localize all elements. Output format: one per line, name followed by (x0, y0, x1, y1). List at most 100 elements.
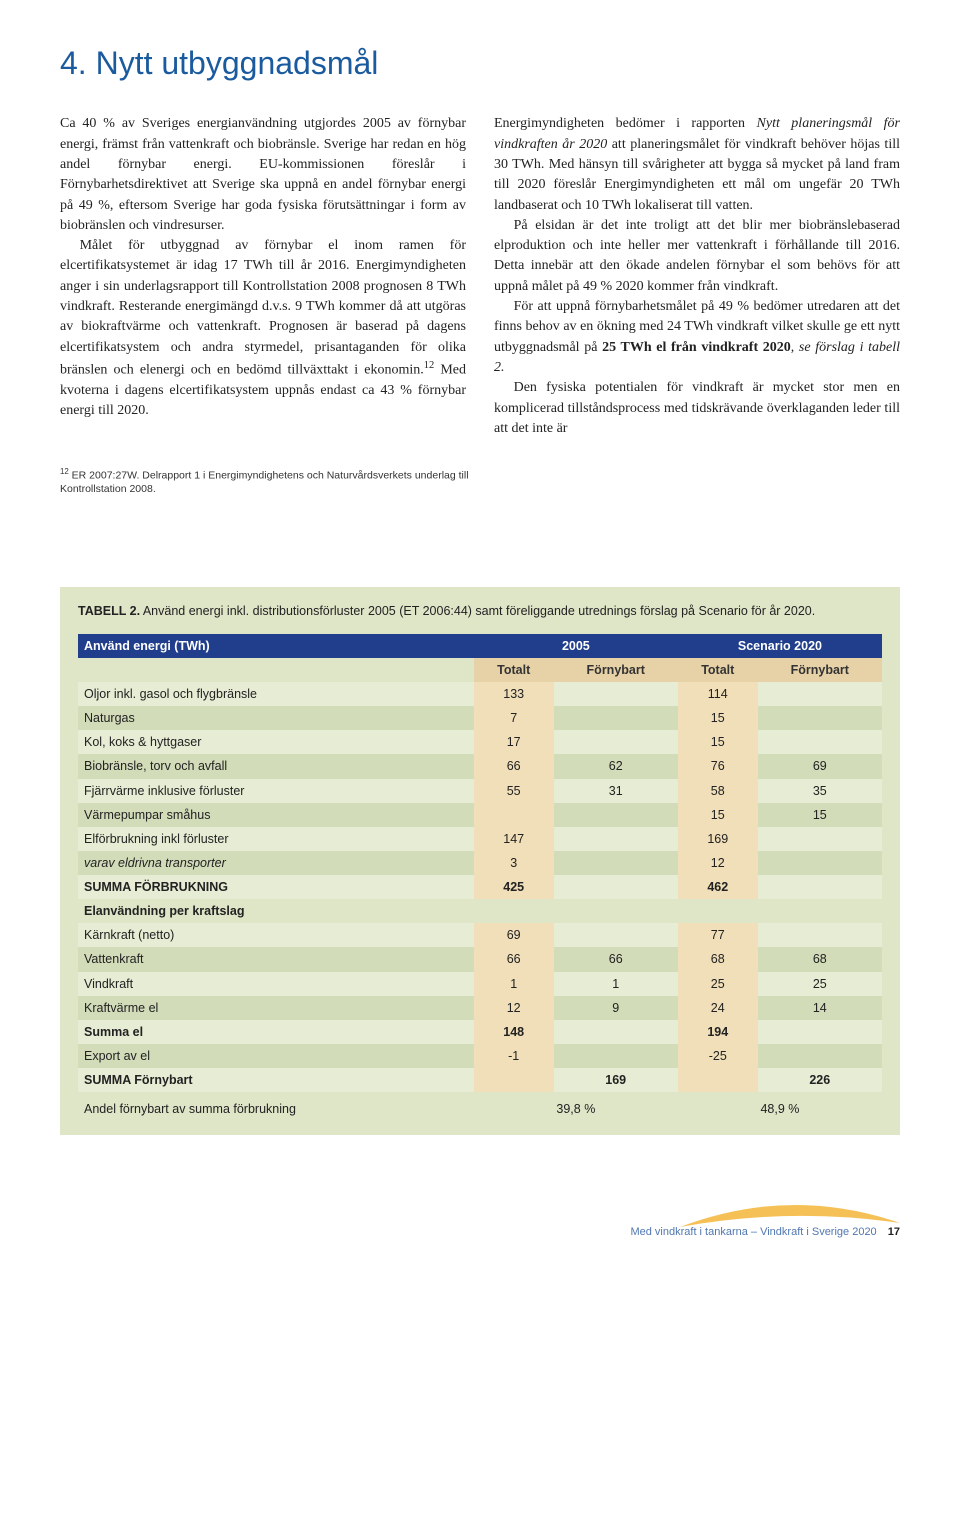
cell: 25 (678, 972, 758, 996)
header-year: Scenario 2020 (678, 634, 882, 658)
cell: 114 (678, 682, 758, 706)
cell: 194 (678, 1020, 758, 1044)
cell: 68 (758, 947, 882, 971)
row-label: varav eldrivna transporter (78, 851, 474, 875)
table-row: SUMMA Förnybart169226 (78, 1068, 882, 1092)
text: Energimyndigheten bedömer i rapporten (494, 116, 757, 131)
para: Energimyndigheten bedömer i rapporten Ny… (494, 114, 900, 215)
caption-text: Använd energi inkl. distributionsförlust… (140, 604, 815, 618)
cell (758, 827, 882, 851)
page-footer: Med vindkraft i tankarna – Vindkraft i S… (0, 1197, 960, 1247)
table-row: Kraftvärme el1292414 (78, 996, 882, 1020)
right-column: Energimyndigheten bedömer i rapporten Ny… (494, 114, 900, 439)
table-row: Värmepumpar småhus1515 (78, 803, 882, 827)
table-row: Elförbrukning inkl förluster147 169 (78, 827, 882, 851)
row-label: Fjärrvärme inklusive förluster (78, 779, 474, 803)
header-year: 2005 (474, 634, 678, 658)
row-label: Summa el (78, 1020, 474, 1044)
cell: 66 (474, 947, 554, 971)
header-label: Använd energi (TWh) (78, 634, 474, 658)
footer-text: Med vindkraft i tankarna – Vindkraft i S… (630, 1225, 900, 1241)
percent-label: Andel förnybart av summa förbrukning (78, 1092, 474, 1121)
cell (474, 1068, 554, 1092)
cell: Förnybart (758, 658, 882, 682)
para: Målet för utbyggnad av förnybar el inom … (60, 236, 466, 421)
para: På elsidan är det inte troligt att det b… (494, 216, 900, 297)
cell: 1 (554, 972, 678, 996)
table-row: SUMMA FÖRBRUKNING425462 (78, 875, 882, 899)
row-label: Elförbrukning inkl förluster (78, 827, 474, 851)
cell: 68 (678, 947, 758, 971)
cell: 77 (678, 923, 758, 947)
table-row: Summa el148 194 (78, 1020, 882, 1044)
cell: 169 (554, 1068, 678, 1092)
table-row: Oljor inkl. gasol och flygbränsle133114 (78, 682, 882, 706)
table-row: Biobränsle, torv och avfall66627669 (78, 754, 882, 778)
para: Ca 40 % av Sveriges energianvändning utg… (60, 114, 466, 236)
subheader-row: Totalt Förnybart Totalt Förnybart (78, 658, 882, 682)
footnote-ref: 12 (424, 360, 435, 371)
cell: 169 (678, 827, 758, 851)
cell (554, 827, 678, 851)
cell: 425 (474, 875, 554, 899)
cell (554, 851, 678, 875)
table-row: Fjärrvärme inklusive förluster55315835 (78, 779, 882, 803)
text: Målet för utbyggnad av förnybar el inom … (60, 238, 466, 377)
cell (554, 682, 678, 706)
table-row: Export av el-1-25 (78, 1044, 882, 1068)
cell (758, 1020, 882, 1044)
cell: 14 (758, 996, 882, 1020)
text: Den fysiska potentialen för vindkraft är… (494, 380, 900, 436)
row-label: Vindkraft (78, 972, 474, 996)
cell: 9 (554, 996, 678, 1020)
cell: Förnybart (554, 658, 678, 682)
cell: 462 (678, 875, 758, 899)
row-label: Oljor inkl. gasol och flygbränsle (78, 682, 474, 706)
energy-table: Använd energi (TWh) 2005 Scenario 2020 T… (78, 634, 882, 1122)
cell: 69 (758, 754, 882, 778)
row-label: Naturgas (78, 706, 474, 730)
table-row: varav eldrivna transporter3 12 (78, 851, 882, 875)
cell: 31 (554, 779, 678, 803)
table-block: TABELL 2. Använd energi inkl. distributi… (60, 587, 900, 1135)
cell: 7 (474, 706, 554, 730)
cell: 66 (554, 947, 678, 971)
cell: 76 (678, 754, 758, 778)
cell (758, 875, 882, 899)
cell: Totalt (678, 658, 758, 682)
cell: 3 (474, 851, 554, 875)
caption-label: TABELL 2. (78, 604, 140, 618)
header-row: Använd energi (TWh) 2005 Scenario 2020 (78, 634, 882, 658)
page-title: 4. Nytt utbyggnadsmål (60, 40, 900, 86)
para: Den fysiska potentialen för vindkraft är… (494, 378, 900, 439)
percent-value: 39,8 % (474, 1092, 678, 1121)
table-row: Naturgas7 15 (78, 706, 882, 730)
left-column: Ca 40 % av Sveriges energianvändning utg… (60, 114, 466, 439)
footnote: 12 ER 2007:27W. Delrapport 1 i Energimyn… (60, 467, 522, 497)
cell (554, 1044, 678, 1068)
section-label: Elanvändning per kraftslag (78, 899, 882, 923)
cell (758, 706, 882, 730)
row-label: Värmepumpar småhus (78, 803, 474, 827)
cell: 148 (474, 1020, 554, 1044)
cell: 147 (474, 827, 554, 851)
cell (554, 1020, 678, 1044)
cell: 25 (758, 972, 882, 996)
cell: 55 (474, 779, 554, 803)
para: För att uppnå förnybarhetsmålet på 49 % … (494, 297, 900, 378)
percent-row: Andel förnybart av summa förbrukning 39,… (78, 1092, 882, 1121)
cell: 69 (474, 923, 554, 947)
cell (758, 923, 882, 947)
cell: Totalt (474, 658, 554, 682)
cell (78, 658, 474, 682)
cell: 12 (678, 851, 758, 875)
cell: 1 (474, 972, 554, 996)
table-caption: TABELL 2. Använd energi inkl. distributi… (78, 603, 882, 620)
cell: 15 (678, 706, 758, 730)
cell (554, 923, 678, 947)
percent-value: 48,9 % (678, 1092, 882, 1121)
cell (474, 803, 554, 827)
cell: 15 (678, 803, 758, 827)
table-row: Vindkraft112525 (78, 972, 882, 996)
row-label: Vattenkraft (78, 947, 474, 971)
